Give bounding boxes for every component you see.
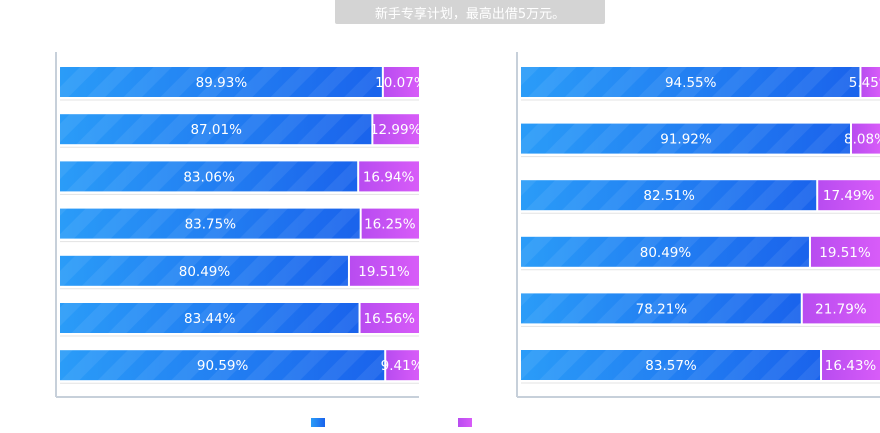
bar-segment-b [360, 303, 419, 333]
bar-segment-b [349, 255, 419, 286]
bar-label-b: 16.25% [364, 217, 416, 233]
bar-segment-b [802, 293, 880, 324]
bar-label-b: 8.08% [844, 132, 880, 148]
bar-segment-a-texture [60, 350, 385, 381]
bar-segment-b [386, 350, 419, 381]
bar-segment-a-texture [521, 350, 821, 380]
bar-segment-b [810, 236, 880, 267]
bar-label-a: 94.55% [665, 75, 717, 91]
bar-segment-b [361, 208, 419, 239]
chart-panel-2: 94.55% 5.45% 91.92% 8.08% 82.51% 17.49% 80.49%… [516, 52, 880, 398]
bar-label-a: 90.59% [197, 358, 249, 374]
legend-swatch-a [311, 418, 325, 427]
bar-segment-b [861, 67, 880, 97]
bar-label-a: 87.01% [190, 122, 242, 138]
bar-label-a: 83.75% [185, 217, 237, 233]
bar-segment-a-texture [60, 255, 348, 286]
bar-segment-a-texture [521, 293, 801, 324]
bar-label-b: 19.51% [819, 245, 871, 261]
chart-panel-1: 89.93% 10.07% 87.01% 12.99% 83.06% 16.94% 83.7… [55, 52, 427, 398]
bar-label-b: 12.99% [370, 122, 422, 138]
bar-label-a: 89.93% [196, 75, 248, 91]
bar-label-b: 16.56% [364, 311, 416, 327]
bar-label-b: 10.07% [375, 75, 427, 91]
bar-label-a: 83.06% [183, 169, 235, 185]
bar-segment-b [822, 350, 880, 380]
bar-segment-a-texture [521, 236, 809, 267]
bar-segment-a-texture [60, 114, 372, 145]
bar-segment-b [818, 180, 880, 211]
legend [311, 418, 472, 427]
title-banner: 新手专享计划，最高出借5万元。 [335, 0, 605, 24]
legend-swatch-b [458, 418, 472, 427]
bar-label-b: 17.49% [823, 188, 875, 204]
bar-label-a: 80.49% [179, 264, 231, 280]
bar-segment-a-texture [60, 67, 382, 97]
bar-segment-a-texture [60, 303, 359, 333]
bar-segment-a-texture [521, 67, 860, 97]
bar-label-b: 16.94% [363, 169, 415, 185]
bar-label-a: 91.92% [660, 132, 712, 148]
bar-label-b: 9.41% [381, 358, 424, 374]
bar-label-b: 5.45% [849, 75, 880, 91]
bar-label-b: 16.43% [825, 358, 877, 374]
bar-segment-a-texture [521, 123, 850, 154]
bar-label-a: 82.51% [643, 188, 695, 204]
bar-segment-b [373, 114, 419, 145]
bar-segment-a-texture [60, 161, 358, 192]
bar-segment-a-texture [521, 180, 817, 211]
bar-segment-b [359, 161, 419, 192]
bar-label-a: 78.21% [636, 301, 688, 317]
bar-segment-b [383, 67, 419, 97]
bar-label-a: 80.49% [640, 245, 692, 261]
banner-text: 新手专享计划，最高出借5万元。 [374, 6, 566, 22]
bar-segment-b [851, 123, 880, 154]
bar-label-b: 21.79% [815, 301, 867, 317]
bar-label-a: 83.44% [184, 311, 236, 327]
bar-label-a: 83.57% [645, 358, 697, 374]
bar-label-b: 19.51% [358, 264, 410, 280]
bar-segment-a-texture [60, 208, 360, 239]
